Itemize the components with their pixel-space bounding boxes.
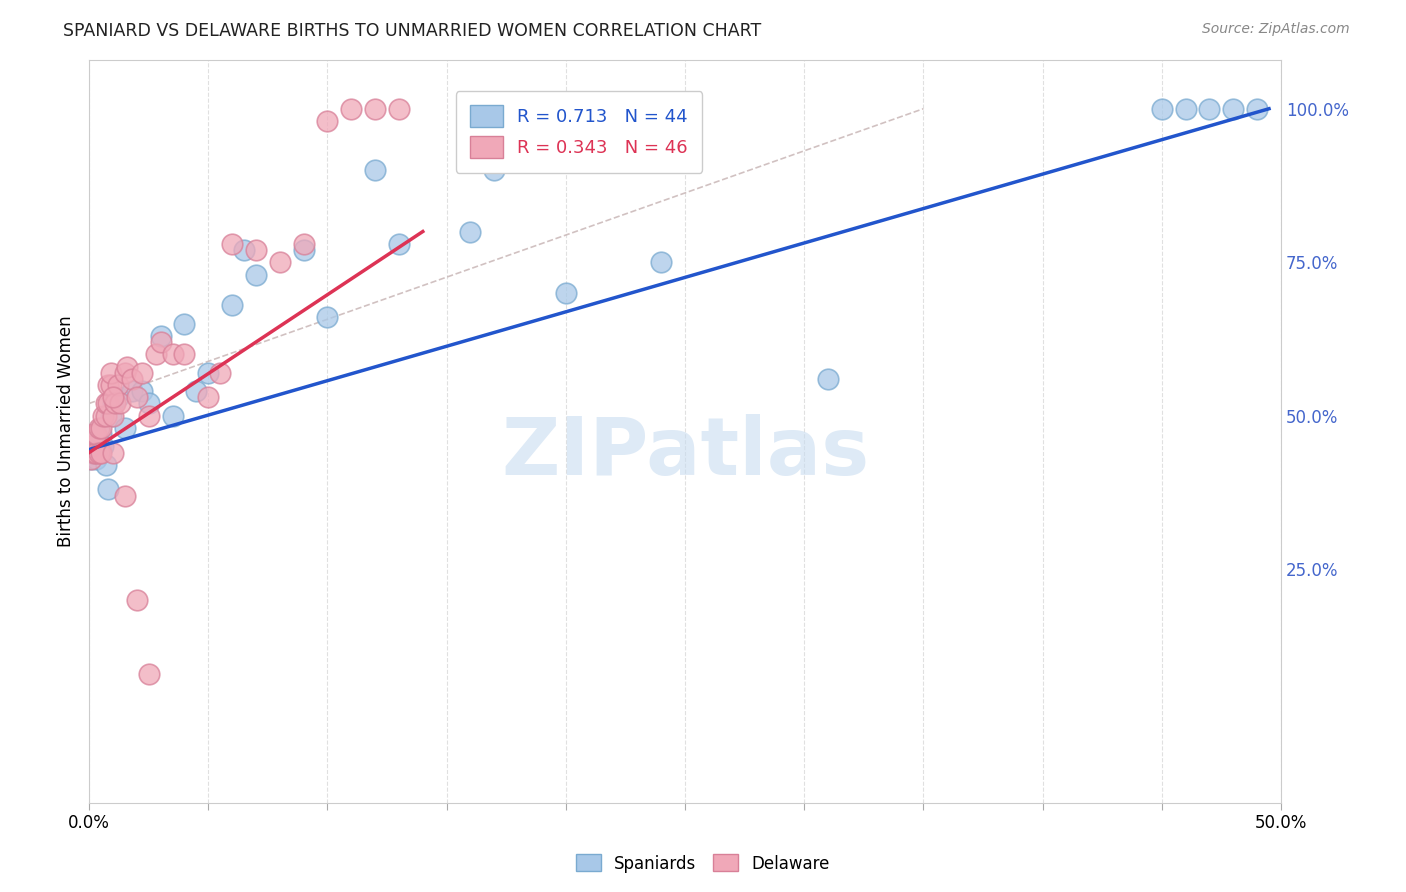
Point [100,409,122,423]
Point [1174,102,1197,116]
Point [84,434,107,448]
Point [80,434,103,448]
Point [233,243,256,257]
Y-axis label: Births to Unmarried Women: Births to Unmarried Women [58,315,75,547]
Point [245,268,267,282]
Point [101,396,124,410]
Point [94,458,117,472]
Point [114,421,136,435]
Point [80,451,103,466]
Point [221,236,243,251]
Point [186,384,208,399]
Point [121,372,143,386]
Point [197,366,219,380]
Point [100,366,122,380]
Point [138,666,160,681]
Point [209,366,232,380]
Point [84,445,107,459]
Point [554,285,576,300]
Point [460,225,482,239]
Text: SPANIARD VS DELAWARE BIRTHS TO UNMARRIED WOMEN CORRELATION CHART: SPANIARD VS DELAWARE BIRTHS TO UNMARRIED… [63,22,762,40]
Point [87,421,110,435]
Point [114,489,136,503]
Point [173,317,195,331]
Point [121,384,143,399]
Point [162,409,184,423]
Point [173,347,195,361]
Point [80,440,103,454]
Point [131,366,153,380]
Point [90,421,112,435]
Legend: R = 0.713   N = 44, R = 0.343   N = 46: R = 0.713 N = 44, R = 0.343 N = 46 [456,91,702,173]
Point [162,347,184,361]
Point [388,102,411,116]
Legend: Spaniards, Delaware: Spaniards, Delaware [569,847,837,880]
Point [388,236,411,251]
Point [83,434,105,448]
Point [80,445,103,459]
Point [484,163,506,178]
Point [83,445,105,459]
Point [1222,102,1244,116]
Point [650,255,672,269]
Point [97,378,120,392]
Point [84,427,107,442]
Point [125,593,148,607]
Point [80,451,103,466]
Point [84,445,107,459]
Point [87,440,110,454]
Point [90,445,112,459]
Point [97,483,120,497]
Point [340,102,363,116]
Point [101,390,124,404]
Point [131,384,153,399]
Point [221,298,243,312]
Point [107,390,129,404]
Point [145,347,167,361]
Point [83,427,105,442]
Point [104,396,127,410]
Point [197,390,219,404]
Point [107,378,129,392]
Point [817,372,839,386]
Point [1198,102,1220,116]
Point [138,409,160,423]
Point [90,427,112,442]
Point [292,236,315,251]
Point [83,427,105,442]
Point [94,409,117,423]
Point [269,255,291,269]
Point [100,378,122,392]
Point [93,409,115,423]
Point [292,243,315,257]
Point [1246,102,1268,116]
Point [115,359,138,374]
Point [138,396,160,410]
Point [149,334,172,349]
Text: Source: ZipAtlas.com: Source: ZipAtlas.com [1202,22,1350,37]
Point [364,163,387,178]
Point [364,102,387,116]
Point [93,440,115,454]
Point [83,445,105,459]
Point [90,440,112,454]
Point [316,114,339,128]
Point [316,310,339,325]
Point [94,396,117,410]
Point [101,409,124,423]
Point [125,390,148,404]
Point [87,445,110,459]
Text: ZIPatlas: ZIPatlas [501,415,869,492]
Point [1150,102,1173,116]
Point [97,396,120,410]
Point [84,451,107,466]
Point [114,366,136,380]
Point [245,243,267,257]
Point [149,329,172,343]
Point [108,396,131,410]
Point [101,445,124,459]
